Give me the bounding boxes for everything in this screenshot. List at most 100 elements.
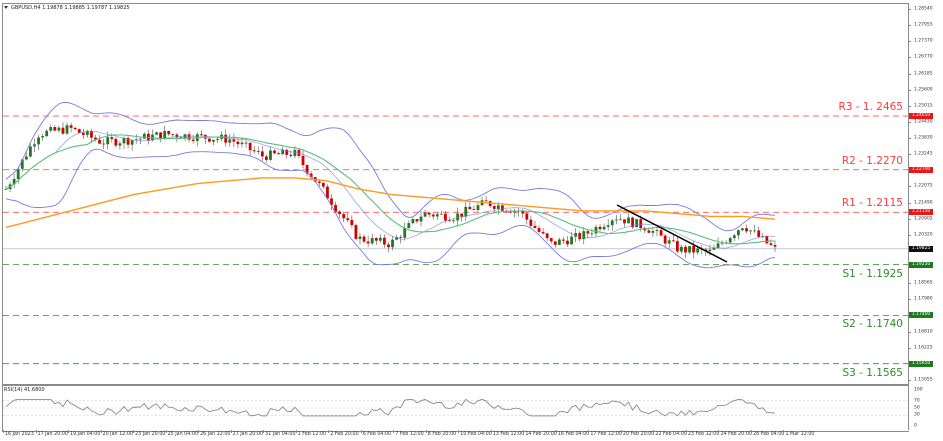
- time-tick: [230, 430, 232, 433]
- price-axis-label: 1.25015: [914, 103, 933, 109]
- time-axis-label: 17 Feb 12:00: [590, 432, 622, 437]
- price-axis-label: 1.15055: [914, 377, 933, 383]
- time-tick: [620, 430, 622, 433]
- price-tick: [908, 154, 911, 156]
- level-label-r1: R1 - 1.2115: [841, 197, 903, 210]
- price-axis-label: 1.21490: [914, 200, 933, 206]
- level-label-r3: R3 - 1. 2465: [838, 101, 903, 114]
- price-tag-s2: 1.17400: [909, 312, 933, 319]
- price-chart-pane[interactable]: [2, 3, 909, 385]
- price-tag-s3: 1.15650: [909, 360, 933, 367]
- time-tick: [425, 430, 427, 433]
- price-tick: [908, 347, 911, 349]
- price-tick: [908, 186, 911, 188]
- price-tick: [908, 138, 911, 140]
- rsi-pane[interactable]: [2, 385, 909, 432]
- price-tick: [908, 299, 911, 301]
- time-axis-label: 28 Feb 04:00: [752, 432, 785, 437]
- price-tick: [908, 202, 911, 204]
- time-tick: [133, 430, 135, 433]
- symbol-header: GBPUSD,H4 1.19878 1.19885 1.19787 1.1982…: [4, 5, 130, 11]
- price-axis-label: 1.20320: [914, 232, 933, 238]
- price-tick: [908, 57, 911, 59]
- price-tick: [908, 218, 911, 220]
- price-tag-r2: 1.22700: [909, 166, 933, 173]
- price-tick: [908, 105, 911, 107]
- time-axis-label: 1 Mar 12:00: [785, 432, 815, 437]
- time-axis-label: 26 Jan 12:00: [200, 432, 231, 437]
- time-axis-label: 23 Feb 12:00: [687, 432, 720, 437]
- time-tick: [588, 430, 590, 433]
- time-axis-label: 7 Feb 12:00: [395, 432, 424, 437]
- price-axis-label: 1.27955: [914, 22, 933, 28]
- rsi-axis-label: 30: [914, 412, 920, 418]
- price-axis-label: 1.16225: [914, 345, 933, 351]
- time-tick: [3, 430, 4, 433]
- rsi-label: RSI(14) 41.6800: [4, 387, 45, 393]
- time-tick: [490, 430, 492, 433]
- price-tick: [908, 25, 911, 27]
- time-tick: [393, 430, 395, 433]
- time-tick: [198, 430, 200, 433]
- time-axis-label: 16 Jan 2023: [5, 432, 34, 437]
- collapse-triangle-icon[interactable]: [4, 6, 8, 9]
- time-axis-label: 2 Feb 20:00: [330, 432, 359, 437]
- price-tick: [908, 41, 911, 43]
- price-tick: [908, 9, 911, 10]
- time-axis-label: 20 Jan 12:00: [102, 432, 133, 437]
- rsi-axis-label: 70: [914, 398, 920, 404]
- price-axis[interactable]: [908, 3, 909, 430]
- time-axis-label: 1 Feb 12:00: [297, 432, 327, 437]
- symbol-ohlc-text: GBPUSD,H4 1.19878 1.19885 1.19787 1.1982…: [11, 5, 130, 11]
- rsi-axis-label: 0: [914, 423, 917, 429]
- price-axis-label: 1.24430: [914, 119, 933, 125]
- price-axis-label: 1.25600: [914, 87, 933, 93]
- price-axis-label: 1.18565: [914, 280, 933, 286]
- time-axis-label: 19 Jan 04:00: [70, 432, 101, 437]
- time-axis-label: 23 Jan 20:00: [135, 432, 166, 437]
- price-axis-label: 1.16810: [914, 329, 933, 335]
- price-axis-label: 1.22075: [914, 183, 933, 189]
- time-tick: [295, 430, 297, 433]
- price-tick: [908, 73, 911, 75]
- price-tick: [908, 331, 911, 333]
- price-tag-s1: 1.19250: [909, 261, 933, 268]
- time-axis-label: 25 Jan 04:00: [167, 432, 198, 437]
- time-axis-label: 27 Jan 20:00: [232, 432, 264, 437]
- level-label-s3: S3 - 1.1565: [842, 366, 903, 379]
- time-axis-label: 10 Feb 04:00: [460, 432, 492, 437]
- level-label-r2: R2 - 1.2270: [841, 154, 903, 167]
- price-tick: [908, 234, 911, 236]
- time-tick: [263, 430, 265, 433]
- time-tick: [783, 430, 785, 433]
- price-axis-label: 1.23830: [914, 135, 933, 141]
- price-axis-label: 1.26185: [914, 71, 933, 77]
- rsi-axis-label: 50: [914, 405, 920, 411]
- time-axis-label: 6 Feb 04:00: [362, 432, 392, 437]
- time-tick: [555, 430, 557, 433]
- time-tick: [68, 430, 70, 433]
- time-tick: [100, 430, 102, 433]
- price-axis-label: 1.20905: [914, 216, 933, 222]
- price-axis-label: 1.26770: [914, 54, 933, 60]
- time-axis-label: 24 Feb 20:00: [720, 432, 752, 437]
- price-tick: [908, 283, 911, 285]
- time-axis-label: 20 Feb 20:00: [622, 432, 655, 437]
- time-tick: [685, 430, 687, 433]
- time-tick: [750, 430, 752, 433]
- time-tick: [718, 430, 720, 433]
- time-tick: [653, 430, 655, 433]
- time-axis-label: 14 Feb 20:00: [525, 432, 557, 437]
- time-tick: [165, 430, 167, 433]
- time-axis-label: 13 Feb 12:00: [492, 432, 525, 437]
- price-tag-r1: 1.21150: [909, 209, 933, 216]
- time-tick: [523, 430, 525, 433]
- price-axis-label: 1.23245: [914, 151, 933, 157]
- time-tick: [360, 430, 362, 433]
- time-tick: [458, 430, 460, 433]
- rsi-axis-label: 100: [914, 387, 923, 393]
- price-tag-r3: 1.24650: [909, 113, 933, 120]
- time-axis-label: 22 Feb 04:00: [655, 432, 687, 437]
